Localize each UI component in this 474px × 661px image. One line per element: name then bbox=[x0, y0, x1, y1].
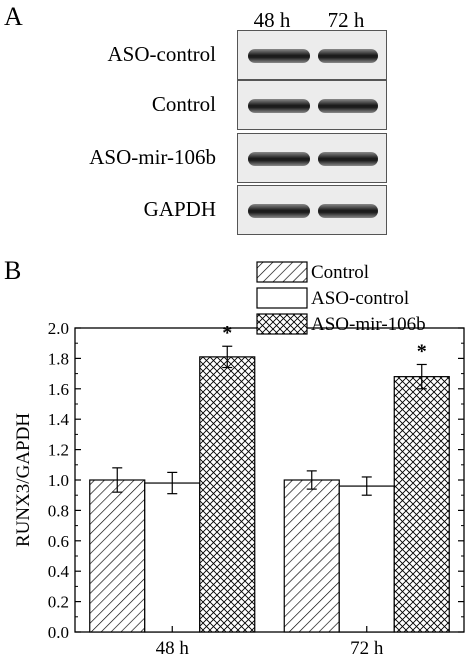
time-label-48h: 48 h bbox=[253, 8, 291, 32]
bar bbox=[199, 356, 256, 633]
blot-row-gapdh: GAPDH bbox=[0, 185, 474, 237]
y-tick-label: 0.0 bbox=[48, 623, 69, 642]
blot-band-48h bbox=[248, 49, 310, 63]
y-tick-label: 0.8 bbox=[48, 501, 69, 520]
bar bbox=[338, 485, 395, 633]
blot-row-control: Control bbox=[0, 80, 474, 132]
blot-image bbox=[237, 185, 387, 235]
y-tick-label: 1.6 bbox=[48, 380, 69, 399]
y-tick-label: 1.0 bbox=[48, 471, 69, 490]
y-tick-label: 2.0 bbox=[48, 319, 69, 338]
x-tick-label: 72 h bbox=[350, 638, 384, 659]
blot-band-72h bbox=[318, 49, 378, 63]
blot-band-48h bbox=[248, 204, 310, 218]
bar bbox=[283, 479, 340, 633]
legend-label: ASO-mir-106b bbox=[311, 314, 426, 335]
bar bbox=[144, 482, 201, 633]
legend-swatch bbox=[256, 313, 308, 335]
blot-image bbox=[237, 30, 387, 80]
legend-label: ASO-control bbox=[311, 288, 409, 309]
blot-image bbox=[237, 80, 387, 130]
y-axis-label: RUNX3/GAPDH bbox=[13, 413, 34, 547]
bar bbox=[393, 376, 450, 633]
y-tick-label: 1.2 bbox=[48, 441, 69, 460]
blot-row-aso-mir-106b: ASO-mir-106b bbox=[0, 133, 474, 185]
blot-band-72h bbox=[318, 152, 378, 166]
panel-a-letter: A bbox=[4, 2, 23, 31]
y-tick-label: 0.2 bbox=[48, 593, 69, 612]
legend-swatch bbox=[256, 261, 308, 283]
y-tick-label: 0.4 bbox=[48, 562, 70, 581]
blot-row-aso-control: ASO-control bbox=[0, 30, 474, 82]
time-label-72h: 72 h bbox=[327, 8, 365, 32]
y-tick-label: 0.6 bbox=[48, 532, 69, 551]
blot-label: ASO-control bbox=[107, 42, 217, 66]
significance-marker: * bbox=[222, 322, 232, 344]
y-tick-label: 1.8 bbox=[48, 349, 69, 368]
bar bbox=[89, 479, 146, 633]
blot-band-48h bbox=[248, 152, 310, 166]
blot-label: ASO-mir-106b bbox=[89, 145, 216, 169]
legend-label: Control bbox=[311, 262, 369, 283]
blot-band-72h bbox=[318, 99, 378, 113]
blot-label: Control bbox=[151, 92, 216, 116]
legend-swatch bbox=[256, 287, 308, 309]
blot-label: GAPDH bbox=[143, 197, 216, 221]
panel-b-letter: B bbox=[4, 256, 22, 285]
significance-marker: * bbox=[417, 340, 427, 362]
blot-band-72h bbox=[318, 204, 378, 218]
x-tick-label: 48 h bbox=[156, 638, 190, 659]
y-tick-label: 1.4 bbox=[48, 410, 70, 429]
blot-band-48h bbox=[248, 99, 310, 113]
blot-image bbox=[237, 133, 387, 183]
